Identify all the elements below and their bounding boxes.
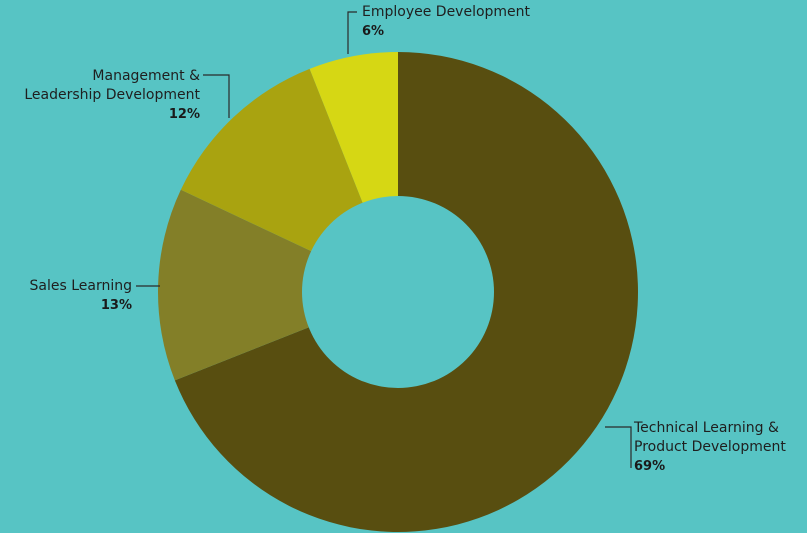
label-technical-learning: Technical Learning & Product Development… [634,419,786,476]
label-employee-development: Employee Development 6% [362,3,530,41]
label-sales-name: Sales Learning [29,278,133,294]
slice-sales-learning [157,189,398,381]
label-management-name-line1: Management & [92,68,200,84]
label-management-leadership: Management & Leadership Development 12% [24,67,200,124]
label-sales-learning: Sales Learning 13% [30,277,133,315]
label-employee-name: Employee Development [362,4,531,20]
label-sales-percent: 13% [100,298,132,313]
leader-line-management [203,74,230,118]
label-technical-percent: 69% [634,459,666,474]
label-management-name-line2: Leadership Development [24,87,200,103]
donut-hole [302,196,494,388]
label-employee-percent: 6% [362,24,385,39]
leader-lines-group [136,11,632,468]
leader-line-technical [605,426,632,468]
leader-line-employee [347,11,357,54]
label-management-percent: 12% [168,107,200,122]
label-technical-name-line2: Product Development [634,439,786,455]
label-technical-name-line1: Technical Learning & [634,420,779,436]
